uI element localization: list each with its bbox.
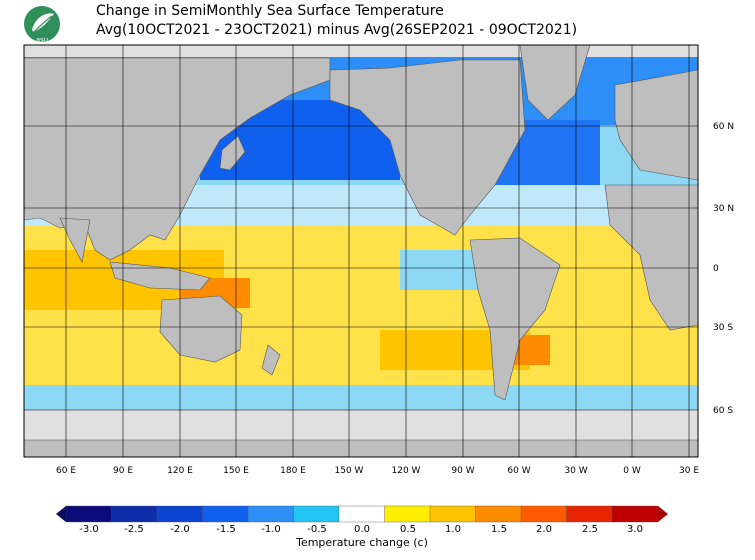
europe [614, 69, 698, 181]
logo-text: asu [36, 36, 48, 44]
colorbar-swatch [156, 505, 204, 523]
land-masses [24, 45, 698, 457]
lat-label: 0 [713, 264, 719, 274]
colorbar-tick: -3.0 [79, 524, 99, 535]
colorbar-over-arrow [658, 506, 668, 522]
colorbar-tick: -2.0 [170, 524, 190, 535]
greenland [519, 45, 591, 121]
logo-icon: asu [24, 6, 60, 44]
lon-label: 30 W [564, 466, 587, 476]
lon-label: 30 E [679, 466, 699, 476]
lon-label: 150 E [223, 466, 249, 476]
map-frame [23, 44, 699, 458]
south-america [469, 237, 561, 401]
title-line-1: Change in SemiMonthly Sea Surface Temper… [96, 3, 444, 19]
colorbar-label: Temperature change (c) [295, 536, 428, 549]
colorbar-tick: 2.5 [582, 524, 598, 535]
colorbar-tick: 3.0 [627, 524, 643, 535]
colorbar-ticks: -3.0 -2.5 -2.0 -1.5 -1.0 -0.5 0.0 0.5 1.… [79, 524, 643, 535]
lat-label: 60 N [713, 122, 734, 132]
latitude-labels: 60 N 30 N 0 30 S 60 S [713, 122, 734, 416]
japan [219, 135, 246, 171]
arctic-ice [24, 45, 698, 57]
lat-label: 30 N [713, 204, 734, 214]
lon-label: 150 W [335, 466, 364, 476]
lon-label: 90 W [451, 466, 474, 476]
colorbar-swatch [111, 505, 158, 523]
colorbar-swatches [65, 505, 659, 523]
colorbar-swatch [384, 505, 431, 523]
lon-label: 0 W [623, 466, 641, 476]
antarctica [24, 439, 698, 457]
asia-landmass [24, 57, 331, 261]
colorbar-tick: -0.5 [307, 524, 327, 535]
map-title: Change in SemiMonthly Sea Surface Temper… [96, 2, 577, 40]
africa [604, 184, 698, 331]
colorbar-swatch [429, 505, 477, 523]
colorbar-swatch [611, 505, 659, 523]
india [59, 217, 91, 263]
colorbar-tick: 2.0 [536, 524, 552, 535]
colorbar-tick: 1.0 [445, 524, 461, 535]
new-zealand [261, 344, 281, 376]
colorbar-tick: 1.5 [491, 524, 507, 535]
title-line-2: Avg(10OCT2021 - 23OCT2021) minus Avg(26S… [96, 22, 578, 38]
lon-label: 60 W [507, 466, 530, 476]
lon-label: 120 W [392, 466, 421, 476]
colorbar-under-arrow [56, 506, 66, 522]
australia [159, 295, 243, 363]
sst-map: 60 E 90 E 120 E 150 E 180 E 150 W 120 W … [23, 44, 734, 476]
north-america [329, 59, 526, 236]
lat-label: 60 S [713, 406, 733, 416]
colorbar-tick: -1.5 [216, 524, 236, 535]
lat-label: 30 S [713, 323, 733, 333]
lon-label: 60 E [56, 466, 76, 476]
lon-label: 120 E [167, 466, 193, 476]
graticule [24, 45, 698, 457]
colorbar-tick: -2.5 [124, 524, 144, 535]
colorbar-swatch [338, 505, 386, 523]
lon-label: 90 E [113, 466, 133, 476]
longitude-labels: 60 E 90 E 120 E 150 E 180 E 150 W 120 W … [56, 466, 699, 476]
lon-label: 180 E [280, 466, 306, 476]
colorbar-tick: 0.5 [400, 524, 416, 535]
colorbar-tick: 0.0 [354, 524, 370, 535]
colorbar-swatch [475, 505, 522, 523]
colorbar-swatch [247, 505, 295, 523]
colorbar-swatch [293, 505, 340, 523]
colorbar-swatch [566, 505, 613, 523]
colorbar-swatch [65, 505, 113, 523]
colorbar-tick: -1.0 [261, 524, 281, 535]
colorbar-swatch [202, 505, 249, 523]
colorbar-swatch [520, 505, 568, 523]
